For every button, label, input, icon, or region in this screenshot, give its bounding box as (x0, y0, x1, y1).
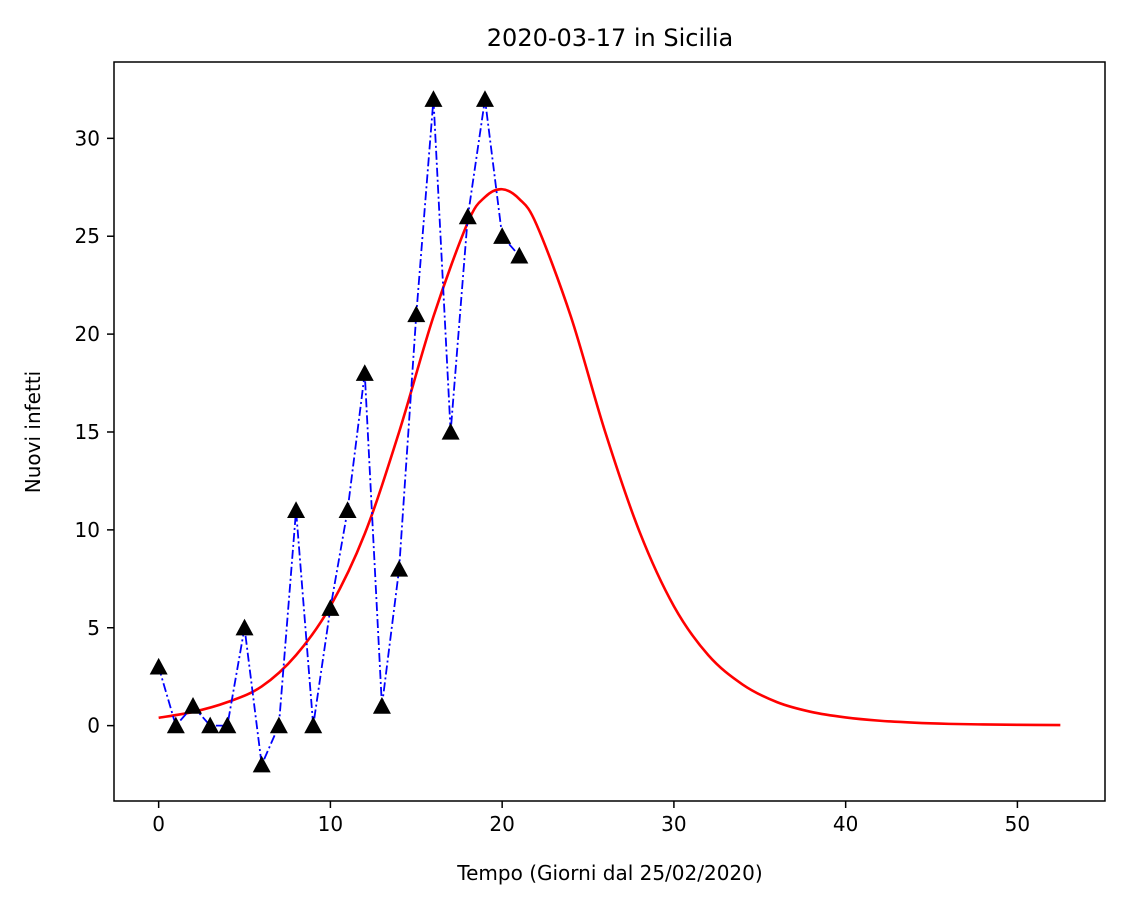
observed-point (269, 716, 288, 734)
y-tick-label: 30 (75, 126, 100, 150)
observed-point (218, 716, 237, 734)
x-tick-label: 50 (1005, 812, 1030, 836)
observed-point (424, 90, 443, 107)
observed-point (493, 227, 512, 244)
y-tick-label: 0 (87, 714, 100, 738)
y-axis-title: Nuovi infetti (21, 371, 45, 493)
y-tick-label: 5 (87, 616, 100, 640)
x-axis-title: Tempo (Giorni dal 25/02/2020) (456, 861, 762, 885)
x-tick-label: 0 (152, 812, 165, 836)
observed-point (184, 697, 203, 714)
observed-point (287, 501, 306, 518)
observed-point (201, 716, 220, 734)
x-axis: 0 10 20 30 40 50 (152, 801, 1030, 836)
observed-point (166, 716, 185, 734)
y-tick-label: 10 (75, 518, 100, 542)
x-tick-label: 40 (833, 812, 858, 836)
observed-point (355, 364, 374, 381)
observed-point (510, 246, 529, 264)
plot-content (149, 90, 1061, 773)
chart-title: 2020-03-17 in Sicilia (487, 24, 733, 52)
y-tick-label: 15 (75, 420, 100, 444)
observed-point (235, 618, 254, 636)
x-tick-label: 30 (661, 812, 686, 836)
observed-point (338, 501, 357, 518)
observed-point (475, 90, 494, 107)
observed-point (372, 697, 391, 714)
observed-point (441, 422, 460, 440)
observed-point (252, 755, 271, 773)
observed-line (157, 99, 521, 769)
y-axis: 0 5 10 15 20 25 30 (75, 126, 114, 738)
x-tick-label: 10 (318, 812, 343, 836)
y-tick-label: 20 (75, 322, 100, 346)
observed-point (407, 305, 426, 323)
observed-point (390, 560, 409, 577)
observed-point (458, 207, 477, 225)
plot-frame (113, 61, 1106, 802)
observed-point (321, 599, 340, 616)
y-tick-label: 25 (75, 224, 100, 248)
observed-point (149, 657, 168, 675)
x-tick-label: 20 (489, 812, 514, 836)
observed-point (304, 716, 323, 734)
